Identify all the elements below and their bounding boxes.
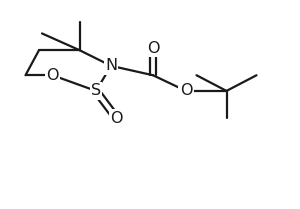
- Text: O: O: [46, 68, 59, 83]
- Text: O: O: [147, 41, 159, 56]
- Text: S: S: [91, 83, 101, 98]
- Text: O: O: [180, 83, 192, 98]
- Text: N: N: [105, 58, 117, 73]
- Text: O: O: [110, 111, 123, 126]
